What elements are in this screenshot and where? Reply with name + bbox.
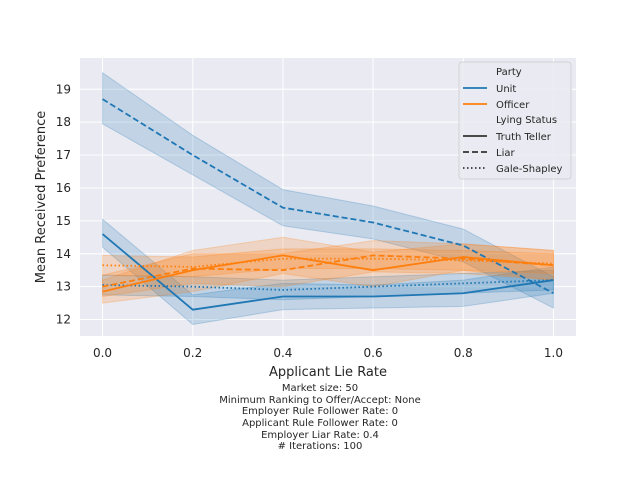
y-tick-label: 18 — [56, 115, 71, 129]
officer-gale-shapley-line — [102, 257, 554, 268]
x-tick-label: 0.4 — [273, 346, 292, 360]
legend-party-title: Party — [496, 67, 522, 78]
caption-line: Applicant Rule Follower Rate: 0 — [242, 418, 398, 429]
legend-gale-shapley-label: Gale-Shapley — [496, 164, 563, 175]
unit-liar-line — [102, 98, 554, 295]
caption-line: Market size: 50 — [282, 383, 358, 394]
y-tick-label: 19 — [56, 82, 71, 96]
unit-liar-confidence-band — [102, 71, 554, 309]
y-axis-label: Mean Received Preference — [34, 111, 49, 284]
y-tick-label: 15 — [56, 214, 71, 228]
legend-truth-teller-label: Truth Teller — [495, 132, 552, 143]
x-tick-label: 0.2 — [183, 346, 202, 360]
x-tick-label: 1.0 — [544, 346, 563, 360]
legend-status-title: Lying Status — [496, 115, 557, 126]
caption-line: Minimum Ranking to Offer/Accept: None — [219, 395, 420, 406]
x-tick-label: 0.8 — [454, 346, 473, 360]
caption-line: # Iterations: 100 — [278, 441, 363, 452]
y-tick-label: 14 — [56, 247, 71, 261]
legend-liar-label: Liar — [496, 148, 515, 159]
caption-line: Employer Rule Follower Rate: 0 — [242, 406, 398, 417]
legend: Party Unit Officer Lying Status Truth Te… — [458, 61, 572, 180]
y-tick-label: 16 — [56, 181, 71, 195]
legend-unit-label: Unit — [496, 84, 516, 95]
officer-liar-line — [102, 254, 554, 288]
y-tick-label: 13 — [56, 280, 71, 294]
series-lines — [101, 98, 554, 311]
y-tick-label: 17 — [56, 148, 71, 162]
caption-line: Employer Liar Rate: 0.4 — [261, 430, 379, 441]
legend-officer-label: Officer — [496, 100, 530, 111]
legend-box — [458, 61, 572, 180]
tick-labels: 12 13 14 15 16 17 18 19 0.0 0.2 0.4 0.6 0.8 1.0 — [56, 82, 563, 360]
x-axis-label: Applicant Lie Rate — [269, 365, 387, 380]
x-tick-label: 0.0 — [93, 346, 112, 360]
x-tick-label: 0.6 — [364, 346, 383, 360]
caption: Market size: 50 Minimum Ranking to Offer… — [219, 383, 420, 452]
confidence-bands — [102, 71, 554, 326]
unit-truth-teller-line — [101, 233, 554, 311]
unit-gale-shapley-confidence-band — [102, 269, 554, 301]
y-tick-label: 12 — [56, 313, 71, 327]
